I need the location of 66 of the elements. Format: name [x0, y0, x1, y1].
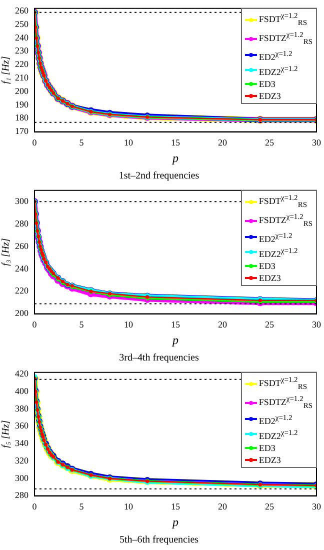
legend-label: EDZ2$^{χ=1.2}$ [258, 62, 298, 78]
y-tick-label: 210 [15, 72, 29, 83]
y-tick-label: 420 [15, 368, 29, 378]
y-tick-label: 220 [15, 286, 29, 296]
x-tick-label: 15 [171, 320, 180, 330]
x-tick-label: 10 [124, 138, 134, 148]
y-tick-label: 200 [15, 86, 29, 96]
legend-label: EDZ3 [258, 90, 281, 102]
x-tick-label: 20 [218, 502, 228, 512]
y-tick-label: 220 [15, 59, 29, 70]
x-axis-title: p [172, 514, 178, 529]
y-tick-label: 320 [15, 455, 29, 466]
text: 3rd–4th frequencies [119, 352, 199, 364]
legend-label: ED3 [258, 260, 276, 272]
x-tick-label: 0 [32, 320, 38, 330]
y-tick-label: 300 [15, 472, 29, 483]
y-axis-title: f₅ [Hz] [0, 420, 12, 448]
text: 5th–6th frequencies [119, 534, 199, 546]
y-tick-label: 250 [15, 18, 29, 29]
y-tick-label: 230 [15, 46, 29, 56]
x-tick-label: 25 [265, 138, 274, 148]
legend-label: EDZ2$^{χ=1.2}$ [258, 426, 298, 442]
y-axis-title: f₃ [Hz] [0, 238, 12, 266]
x-tick-label: 20 [218, 138, 228, 148]
x-tick-label: 30 [312, 502, 322, 512]
y-tick-label: 280 [15, 218, 29, 228]
y-tick-label: 190 [15, 99, 29, 110]
legend-label: EDZ2$^{χ=1.2}$ [258, 244, 298, 260]
y-tick-label: 260 [15, 5, 29, 16]
y-tick-label: 340 [15, 438, 29, 448]
y-tick-label: 240 [15, 32, 29, 42]
x-tick-label: 30 [312, 138, 322, 148]
legend-label: ED3 [258, 442, 276, 454]
y-tick-label: 380 [15, 403, 29, 414]
x-tick-label: 25 [265, 502, 274, 512]
legend-label: ED2$^{χ=1.2}$ [258, 48, 292, 63]
y-tick-label: 200 [15, 308, 29, 318]
y-axis-title: f₁ [Hz] [0, 56, 12, 84]
legend-label: ED3 [258, 78, 276, 90]
y-tick-label: 280 [15, 490, 29, 500]
legend-label: ED2$^{χ=1.2}$ [258, 230, 292, 245]
x-axis-title: p [172, 150, 178, 165]
y-tick-label: 170 [15, 126, 29, 136]
x-tick-label: 25 [265, 320, 274, 330]
x-tick-label: 20 [218, 320, 228, 330]
y-tick-label: 360 [15, 420, 29, 431]
x-tick-label: 5 [79, 502, 84, 512]
x-axis-title: p [172, 332, 178, 347]
x-tick-label: 10 [124, 502, 134, 512]
legend-label: ED2$^{χ=1.2}$ [258, 412, 292, 427]
y-tick-label: 260 [15, 240, 29, 251]
x-tick-label: 15 [171, 502, 180, 512]
x-tick-label: 5 [79, 320, 84, 330]
legend-label: EDZ3 [258, 454, 281, 466]
x-tick-label: 0 [32, 138, 38, 148]
x-tick-label: 5 [79, 138, 84, 148]
y-tick-label: 180 [15, 112, 29, 123]
y-tick-label: 300 [15, 196, 29, 206]
x-tick-label: 15 [171, 138, 180, 148]
y-tick-label: 400 [15, 386, 29, 396]
text: 1st–2nd frequencies [118, 170, 200, 182]
x-tick-label: 0 [32, 502, 38, 512]
x-tick-label: 10 [124, 320, 134, 330]
y-tick-label: 240 [15, 263, 29, 274]
x-tick-label: 30 [312, 320, 322, 330]
legend-label: EDZ3 [258, 272, 281, 284]
